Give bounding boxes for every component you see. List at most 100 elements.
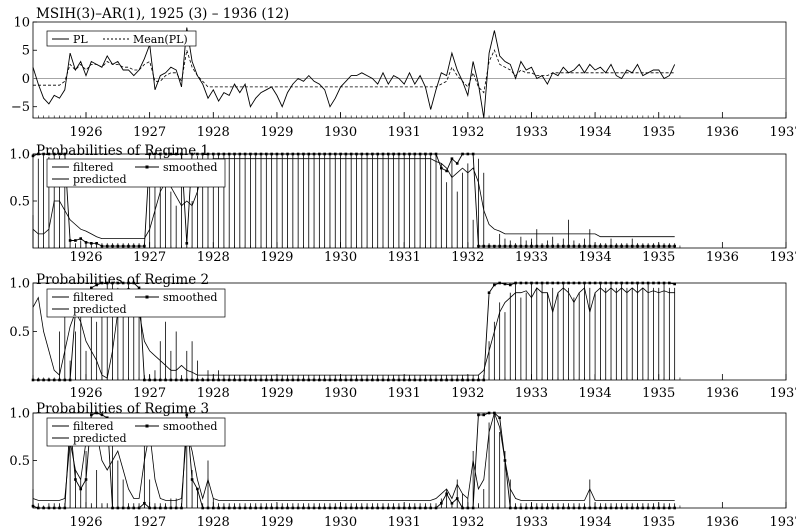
smoothed-point: [100, 281, 104, 285]
smoothed-point: [222, 152, 226, 156]
smoothed-point: [243, 152, 247, 156]
smoothed-point: [561, 506, 565, 510]
smoothed-point: [567, 244, 570, 248]
x-tick-label: 1930: [324, 125, 357, 140]
smoothed-point: [302, 378, 305, 382]
smoothed-point: [355, 378, 358, 382]
smoothed-point: [222, 378, 226, 382]
smoothed-point: [206, 378, 210, 382]
smoothed-point: [302, 506, 305, 510]
smoothed-point: [530, 281, 533, 285]
smoothed-point: [455, 378, 459, 382]
smoothed-point: [74, 478, 77, 481]
smoothed-point: [132, 244, 136, 248]
smoothed-point: [111, 244, 114, 248]
x-tick-label: 1928: [197, 125, 230, 140]
smoothed-point: [233, 506, 236, 510]
smoothed-point: [418, 378, 422, 382]
smoothed-point: [196, 152, 199, 156]
series-line-pl: [32, 27, 676, 119]
smoothed-point: [588, 506, 592, 510]
smoothed-point: [376, 378, 379, 382]
smoothed-point: [37, 152, 40, 156]
smoothed-point: [440, 378, 443, 382]
smoothed-point: [349, 152, 353, 156]
smoothed-point: [265, 152, 268, 156]
smoothed-point: [519, 244, 523, 248]
smoothed-point: [339, 506, 342, 510]
smoothed-point: [270, 378, 273, 382]
smoothed-point: [440, 501, 443, 505]
smoothed-point: [180, 378, 183, 382]
smoothed-point: [546, 281, 549, 285]
smoothed-point: [551, 244, 554, 248]
smoothed-point: [95, 283, 98, 287]
legend-box: [46, 30, 197, 47]
smoothed-point: [47, 506, 51, 510]
chart-panel-2: Probabilities of Regime 1 1.0 0.5 1926 1927 1…: [9, 143, 796, 265]
smoothed-point: [121, 506, 125, 510]
smoothed-point: [148, 378, 151, 382]
smoothed-point: [360, 506, 364, 510]
smoothed-point: [31, 154, 35, 158]
legend-box: [46, 158, 226, 188]
x-tick-label: 1930: [324, 250, 357, 265]
legend-label-filtered: filtered: [73, 420, 114, 433]
smoothed-point: [42, 152, 45, 156]
smoothed-point: [599, 281, 602, 285]
smoothed-point: [376, 506, 379, 510]
smoothed-point: [445, 169, 448, 173]
smoothed-point: [116, 281, 120, 285]
smoothed-point: [498, 416, 501, 420]
smoothed-point: [609, 506, 613, 510]
smoothed-point: [227, 506, 231, 510]
smoothed-point: [540, 506, 544, 510]
smoothed-point: [376, 152, 379, 156]
smoothed-point: [84, 241, 88, 244]
smoothed-point: [508, 283, 512, 287]
smoothed-point: [68, 378, 72, 382]
smoothed-point: [673, 282, 676, 286]
smoothed-point: [360, 378, 364, 382]
smoothed-point: [137, 286, 141, 290]
smoothed-point: [201, 378, 204, 382]
smoothed-point: [609, 281, 613, 285]
smoothed-point: [296, 378, 300, 382]
smoothed-point: [413, 152, 417, 156]
smoothed-point: [333, 378, 337, 382]
smoothed-point: [121, 244, 125, 248]
smoothed-point: [408, 378, 411, 382]
smoothed-point: [238, 152, 242, 156]
smoothed-point: [604, 506, 608, 510]
smoothed-point: [386, 506, 390, 510]
smoothed-point: [137, 244, 141, 248]
smoothed-point: [662, 281, 666, 285]
smoothed-point: [185, 413, 189, 417]
smoothed-point: [249, 378, 252, 382]
smoothed-point: [493, 411, 496, 415]
smoothed-point: [339, 152, 342, 156]
x-tick-label: 1934: [579, 386, 612, 401]
smoothed-point: [349, 506, 353, 510]
smoothed-point: [535, 281, 539, 285]
x-tick-label: 1929: [260, 515, 293, 530]
x-tick-label: 1931: [388, 125, 421, 140]
chart-title: MSIH(3)–AR(1), 1925 (3) – 1936 (12): [36, 6, 289, 22]
smoothed-point: [397, 152, 401, 156]
smoothed-point: [47, 378, 51, 382]
smoothed-point: [265, 506, 268, 510]
smoothed-point: [312, 378, 316, 382]
smoothed-point: [148, 506, 151, 510]
x-tick-label: 1931: [388, 250, 421, 265]
smoothed-point: [625, 281, 629, 285]
smoothed-point: [254, 378, 258, 382]
smoothed-point: [270, 506, 273, 510]
smoothed-point: [127, 244, 130, 248]
smoothed-point: [450, 501, 454, 505]
smoothed-point: [286, 378, 289, 382]
smoothed-point: [381, 378, 385, 382]
smoothed-point: [386, 152, 390, 156]
smoothed-point: [344, 152, 348, 156]
smoothed-point: [164, 378, 167, 382]
